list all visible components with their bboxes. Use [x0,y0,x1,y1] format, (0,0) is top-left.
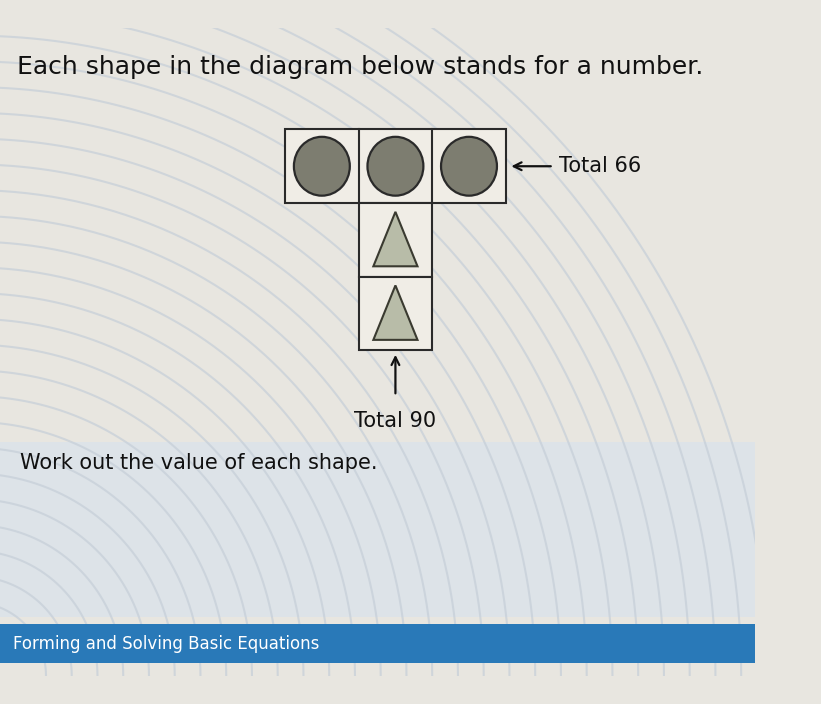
Text: Each shape in the diagram below stands for a number.: Each shape in the diagram below stands f… [16,55,703,79]
Polygon shape [374,212,418,266]
Text: Work out the value of each shape.: Work out the value of each shape. [21,453,378,473]
Bar [359,203,432,277]
Bar [359,277,432,350]
Polygon shape [374,285,418,340]
Bar [285,130,506,203]
Ellipse shape [294,137,350,196]
Ellipse shape [441,137,497,196]
Text: Total 90: Total 90 [355,411,437,431]
Bar [0,442,755,617]
Text: Total 66: Total 66 [559,156,641,176]
Ellipse shape [368,137,424,196]
Bar [0,624,755,663]
Text: Forming and Solving Basic Equations: Forming and Solving Basic Equations [13,634,319,653]
